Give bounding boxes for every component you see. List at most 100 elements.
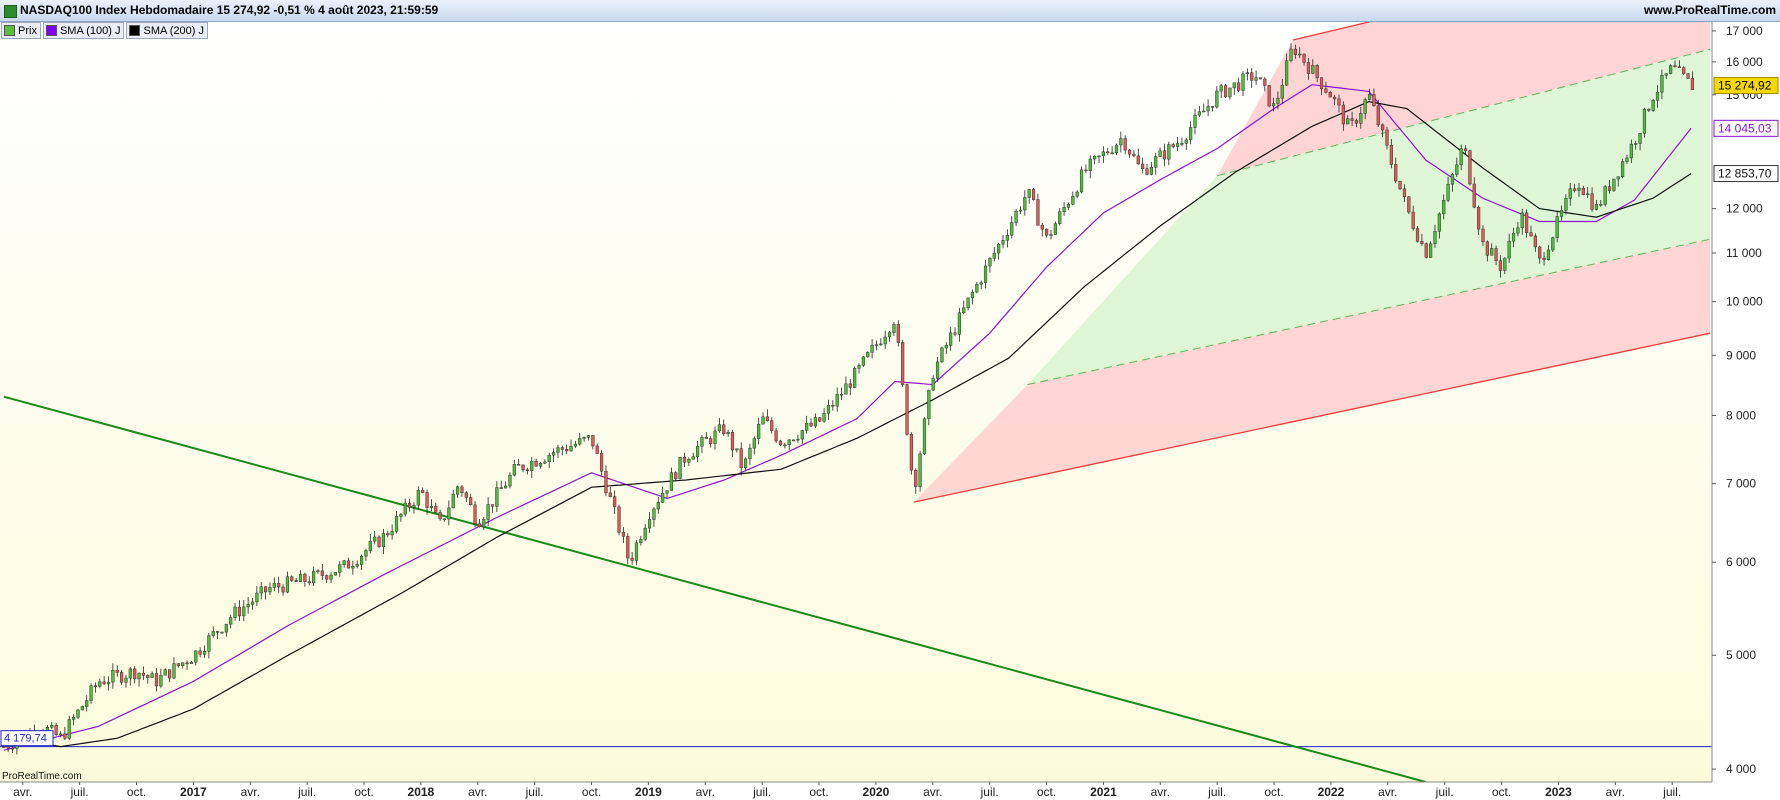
candle-body[interactable] [1245, 72, 1249, 75]
candle-body[interactable] [181, 662, 185, 666]
candle-body[interactable] [1175, 143, 1180, 147]
candle-body[interactable] [831, 404, 835, 407]
candle-body[interactable] [626, 536, 630, 559]
candle-body[interactable] [1141, 163, 1145, 169]
candle-body[interactable] [359, 555, 364, 565]
candle-body[interactable] [124, 677, 128, 683]
candle-body[interactable] [6, 746, 10, 749]
candle-body[interactable] [298, 573, 303, 582]
candle-body[interactable] [482, 519, 486, 528]
candle-body[interactable] [1437, 213, 1441, 232]
candle-body[interactable] [748, 447, 752, 460]
candle-body[interactable] [525, 469, 530, 472]
candle-body[interactable] [1154, 156, 1158, 168]
candle-body[interactable] [1119, 138, 1123, 146]
candle-body[interactable] [429, 505, 434, 508]
candle-body[interactable] [1446, 183, 1450, 201]
candle-body[interactable] [1433, 231, 1437, 245]
candle-body[interactable] [329, 574, 333, 580]
candle-body[interactable] [735, 448, 739, 451]
price-chart[interactable]: 4 000 5 000 6 000 7 000 8 000 9 000 10 000 11 0… [0, 22, 1780, 800]
candle-body[interactable] [1629, 143, 1633, 159]
candle-body[interactable] [469, 497, 473, 506]
candle-body[interactable] [556, 447, 560, 453]
candle-body[interactable] [403, 502, 407, 515]
candle-body[interactable] [560, 447, 564, 450]
candle-body[interactable] [106, 681, 111, 685]
candle-body[interactable] [1241, 73, 1245, 91]
candle-body[interactable] [1577, 187, 1581, 191]
candle-body[interactable] [726, 431, 730, 434]
candle-body[interactable] [447, 507, 451, 520]
candle-body[interactable] [1258, 77, 1263, 80]
candle-body[interactable] [1058, 211, 1062, 224]
candle-body[interactable] [687, 459, 691, 463]
candle-body[interactable] [1197, 111, 1201, 116]
candle-body[interactable] [543, 461, 547, 464]
candle-body[interactable] [1158, 150, 1162, 157]
candle-body[interactable] [517, 464, 521, 466]
candle-body[interactable] [263, 586, 268, 593]
candle-body[interactable] [63, 733, 67, 739]
candle-body[interactable] [202, 651, 207, 655]
candle-body[interactable] [1302, 53, 1306, 63]
candle-body[interactable] [486, 504, 490, 520]
candle-body[interactable] [704, 437, 708, 439]
candle-body[interactable] [1328, 92, 1332, 98]
legend-item-sma100[interactable]: SMA (100) J [42, 22, 125, 39]
candle-body[interactable] [1189, 127, 1193, 141]
candle-body[interactable] [1319, 77, 1324, 90]
candle-body[interactable] [80, 706, 84, 711]
candle-body[interactable] [800, 430, 804, 440]
candle-body[interactable] [1315, 65, 1319, 78]
candle-body[interactable] [853, 368, 857, 388]
candle-body[interactable] [1127, 149, 1132, 155]
candle-body[interactable] [730, 431, 735, 451]
candle-body[interactable] [1027, 189, 1031, 198]
candle-body[interactable] [281, 586, 285, 593]
candle-body[interactable] [1162, 150, 1167, 160]
candle-body[interactable] [464, 492, 468, 498]
candle-body[interactable] [1097, 155, 1101, 158]
candle-body[interactable] [569, 445, 573, 452]
candle-body[interactable] [1634, 143, 1638, 145]
candle-body[interactable] [102, 681, 106, 685]
channel-upper-line[interactable] [1292, 22, 1369, 41]
candle-body[interactable] [438, 512, 442, 520]
candle-body[interactable] [809, 422, 813, 427]
candle-body[interactable] [656, 502, 660, 510]
candle-body[interactable] [901, 342, 905, 385]
candle-body[interactable] [844, 383, 848, 395]
legend-item-prix[interactable]: Prix [1, 22, 41, 39]
candle-body[interactable] [50, 724, 54, 728]
candle-body[interactable] [861, 356, 865, 366]
candle-body[interactable] [412, 504, 416, 508]
candle-body[interactable] [316, 570, 320, 573]
candle-body[interactable] [425, 492, 429, 508]
candle-body[interactable] [652, 508, 656, 520]
candle-body[interactable] [935, 361, 940, 379]
candle-body[interactable] [1651, 100, 1655, 111]
candle-body[interactable] [962, 307, 966, 313]
candle-body[interactable] [185, 662, 189, 665]
candle-body[interactable] [294, 580, 298, 582]
candle-body[interactable] [1106, 151, 1110, 154]
candle-body[interactable] [944, 345, 948, 349]
candle-body[interactable] [1450, 174, 1455, 185]
candle-body[interactable] [1293, 48, 1297, 55]
candle-body[interactable] [303, 573, 307, 583]
candle-body[interactable] [621, 532, 625, 537]
candle-body[interactable] [154, 673, 159, 687]
candle-body[interactable] [530, 461, 534, 471]
candle-body[interactable] [1210, 106, 1215, 108]
candle-body[interactable] [848, 383, 852, 388]
candle-body[interactable] [407, 502, 412, 508]
candle-body[interactable] [743, 458, 748, 469]
candle-body[interactable] [997, 243, 1001, 254]
candle-body[interactable] [250, 601, 255, 605]
candle-body[interactable] [167, 669, 172, 679]
candle-body[interactable] [765, 416, 769, 421]
candle-body[interactable] [582, 437, 586, 439]
candle-body[interactable] [586, 435, 591, 438]
candle-body[interactable] [211, 631, 215, 636]
